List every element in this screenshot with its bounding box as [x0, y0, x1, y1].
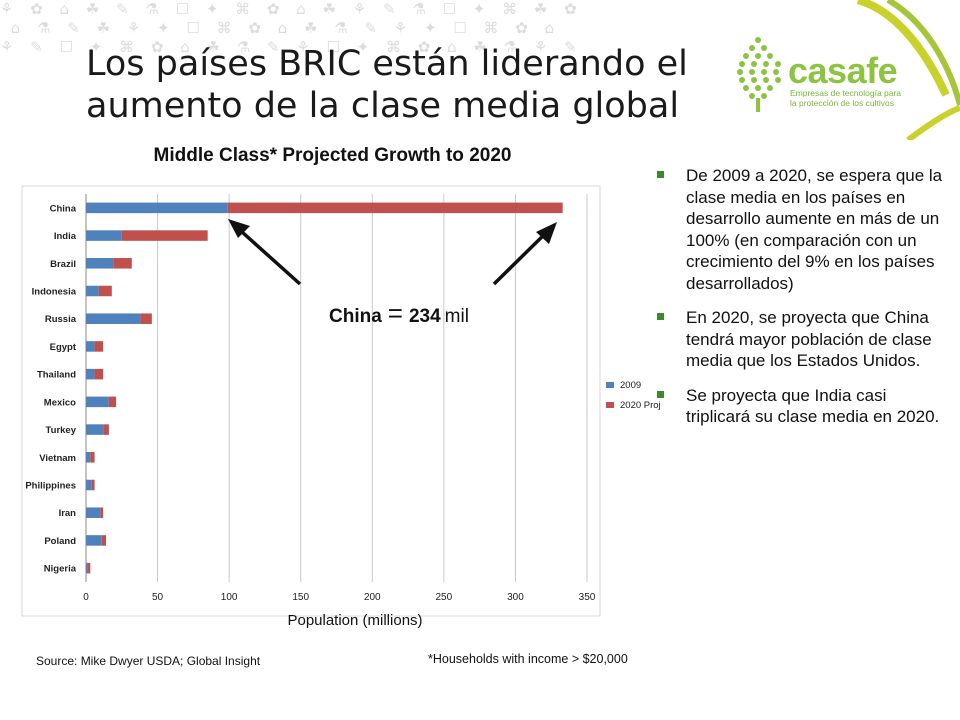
- y-tick-label: Philippines: [25, 481, 76, 492]
- y-tick-label: Brazil: [50, 259, 76, 270]
- arrow-right-head: [536, 222, 557, 244]
- y-tick-label: India: [54, 231, 77, 242]
- x-tick-label: 300: [507, 592, 524, 603]
- y-tick-label: Thailand: [37, 370, 76, 381]
- bar-2020-proj: [101, 535, 107, 546]
- logo-swoosh-right: [886, 0, 960, 106]
- legend-swatch: [606, 382, 614, 388]
- bullet-square-icon: [657, 171, 664, 178]
- x-axis-title: Population (millions): [287, 612, 423, 629]
- source-note: Source: Mike Dwyer USDA; Global Insight: [36, 654, 261, 668]
- x-tick-label: 250: [436, 592, 453, 603]
- annotation-unit: mil: [444, 306, 469, 327]
- bar-2020-proj: [94, 341, 104, 352]
- bullet-item: De 2009 a 2020, se espera que la clase m…: [655, 165, 955, 294]
- bar-2009: [86, 452, 91, 463]
- bar-2020-proj: [98, 285, 112, 297]
- slide-title: Los países BRIC están liderando el aumen…: [86, 44, 688, 127]
- y-tick-label: Egypt: [50, 342, 77, 353]
- x-tick-label: 100: [221, 592, 238, 603]
- bar-2020-proj: [121, 230, 208, 241]
- bullet-square-icon: [657, 313, 664, 320]
- y-tick-label: Iran: [59, 508, 77, 519]
- x-tick-label: 150: [292, 592, 309, 603]
- bar-2009: [86, 535, 102, 546]
- bar-2020-proj: [100, 507, 104, 518]
- bar-2009: [86, 258, 114, 269]
- bar-2009: [86, 396, 109, 408]
- bar-2020-proj: [90, 452, 95, 463]
- bar-2020-proj: [87, 562, 91, 574]
- bar-2020-proj: [113, 258, 132, 269]
- bullet-text: De 2009 a 2020, se espera que la clase m…: [686, 166, 943, 293]
- bullet-square-icon: [657, 390, 664, 398]
- x-tick-label: 50: [152, 592, 164, 603]
- annotation-equals: =: [387, 298, 403, 328]
- logo-swoosh-bottom: [906, 105, 960, 140]
- background-doodles: ⚘ ✿ ⌂ ☘ ✎ ⚗ ☐ ✦ ⌘ ✿ ⌂ ☘ ⚘ ✎ ⚗ ☐ ✦ ⌘ ☘ ✿ …: [0, 0, 583, 56]
- logo-swoosh-top: [856, 0, 950, 97]
- bar-2020-proj: [140, 313, 152, 324]
- y-tick-label: Poland: [44, 536, 76, 547]
- bar-2020-proj: [91, 479, 95, 491]
- logo-tagline-line1: Empresas de tecnología para: [790, 88, 902, 98]
- chart-title: Middle Class* Projected Growth to 2020: [153, 145, 512, 166]
- y-tick-label: Turkey: [46, 425, 77, 436]
- y-tick-label: Nigeria: [44, 564, 77, 575]
- bar-2009: [86, 562, 88, 574]
- bar-2020-proj: [94, 368, 104, 380]
- bar-chart: 0 50 100 150 200 250 300 350 China India Brazil Ind…: [21, 185, 661, 617]
- bar-2009: [86, 285, 99, 297]
- legend-swatch: [606, 402, 614, 408]
- logo-tagline: Empresas de tecnología para la protecció…: [790, 88, 901, 108]
- legend-label: 2009: [620, 380, 641, 391]
- bullet-item: Se proyecta que India casi triplicará su…: [655, 385, 955, 428]
- arrow-left-head: [228, 219, 250, 238]
- bullet-list: De 2009 a 2020, se espera que la clase m…: [655, 165, 955, 441]
- bar-2020-proj: [103, 424, 109, 435]
- annotation-value: 234: [408, 306, 441, 327]
- bullet-text: Se proyecta que India casi triplicará su…: [686, 385, 940, 427]
- bar-2009: [86, 313, 141, 324]
- y-tick-label: Vietnam: [39, 453, 76, 464]
- bar-2020-proj: [108, 396, 117, 408]
- china-annotation: China = 234 mil: [329, 298, 469, 329]
- x-tick-label: 350: [579, 592, 596, 603]
- bar-2009: [86, 368, 95, 380]
- bar-2009: [86, 424, 104, 435]
- bar-2009: [86, 341, 95, 352]
- logo-leaf-icon: [737, 37, 781, 112]
- casafe-logo: [737, 0, 960, 140]
- bar-2009: [86, 507, 101, 518]
- x-tick-label: 200: [364, 592, 381, 603]
- x-tick-label: 0: [83, 592, 89, 603]
- arrow-left-shaft: [230, 221, 302, 286]
- logo-wordmark: casafe: [788, 50, 898, 91]
- legend-label: 2020 Proj: [620, 400, 661, 411]
- bar-2009: [86, 230, 122, 241]
- bullet-text: En 2020, se proyecta que China tendrá ma…: [686, 308, 932, 370]
- bar-2009: [86, 479, 92, 491]
- bullet-item: En 2020, se proyecta que China tendrá ma…: [655, 307, 955, 372]
- footnote: *Households with income > $20,000: [428, 652, 628, 666]
- y-tick-label: Mexico: [44, 397, 76, 408]
- logo-tagline-line2: la protección de los cultivos: [790, 98, 894, 108]
- bar-2009: [86, 202, 228, 214]
- y-tick-label: China: [50, 203, 77, 214]
- y-tick-label: Indonesia: [32, 287, 77, 298]
- annotation-country: China: [329, 306, 382, 327]
- bar-2020-proj: [227, 202, 563, 214]
- chart-area-border: [21, 185, 601, 617]
- y-tick-label: Russia: [45, 314, 77, 325]
